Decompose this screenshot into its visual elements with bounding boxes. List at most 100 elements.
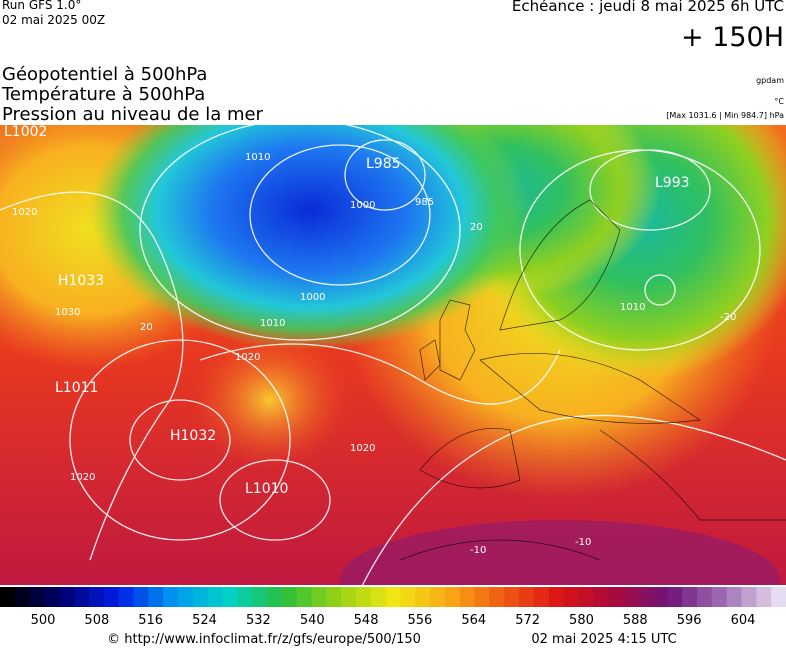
colorbar-swatch	[504, 587, 520, 607]
colorbar-swatch	[726, 587, 743, 607]
colorbar-label: 540	[300, 613, 325, 628]
map-label: L1002	[4, 124, 47, 140]
map-label: -20	[720, 312, 736, 323]
map	[0, 125, 786, 585]
colorbar-swatch	[652, 587, 668, 607]
colorbar-swatch	[682, 587, 698, 607]
colorbar-swatch	[474, 587, 490, 607]
run-time: 02 mai 2025 4:15 UTC	[531, 632, 676, 647]
map-label: -10	[470, 545, 486, 556]
map-label: 1020	[12, 207, 37, 218]
colorbar-swatch	[252, 587, 268, 607]
run-date: 02 mai 2025 00Z	[2, 13, 105, 27]
map-label: 1020	[235, 352, 260, 363]
colorbar-label: 604	[731, 613, 756, 628]
map-label: 1010	[245, 152, 270, 163]
map-label: H1033	[58, 273, 104, 289]
colorbar-label: 564	[461, 613, 486, 628]
map-label: L993	[655, 175, 690, 191]
map-label: 1010	[620, 302, 645, 313]
colorbar-swatch	[385, 587, 401, 607]
unit: °C	[774, 97, 784, 106]
colorbar-label: 548	[354, 613, 379, 628]
colorbar-swatch	[489, 587, 505, 607]
colorbar-swatch	[711, 587, 728, 607]
field: Température à 500hPa	[1, 84, 205, 105]
map-label: 1010	[260, 318, 285, 329]
unit: gpdam	[756, 76, 784, 85]
colorbar-swatch	[459, 587, 476, 607]
colorbar-label: 532	[246, 613, 271, 628]
colorbar-swatch	[341, 587, 357, 607]
colorbar-swatch	[622, 587, 639, 607]
colorbar-swatch	[430, 587, 446, 607]
map-label: 1000	[300, 292, 325, 303]
colorbar-swatch	[415, 587, 431, 607]
colorbar-label: 588	[623, 613, 648, 628]
map-label: 1020	[350, 443, 375, 454]
colorbar-swatch	[311, 587, 327, 607]
colorbar-swatch	[177, 587, 194, 607]
colorbar-label: 524	[192, 613, 217, 628]
echeance: Echéance : jeudi 8 mai 2025 6h UTC	[512, 0, 784, 15]
colorbar-swatch	[0, 587, 16, 607]
field: Géopotentiel à 500hPa	[2, 64, 207, 85]
colorbar-swatch	[14, 587, 31, 607]
map-label: L985	[366, 156, 401, 172]
colorbar-swatch	[667, 587, 683, 607]
colorbar-swatch	[133, 587, 149, 607]
map-label: L1011	[55, 380, 98, 396]
colorbar-swatch	[741, 587, 757, 607]
map-label: 1000	[350, 200, 375, 211]
colorbar-swatch	[548, 587, 565, 607]
colorbar-swatch	[74, 587, 90, 607]
colorbar-label: 572	[515, 613, 540, 628]
colorbar-swatch	[222, 587, 238, 607]
map-label: L1010	[245, 481, 288, 497]
colorbar-swatch	[266, 587, 283, 607]
colorbar-label: 508	[84, 613, 109, 628]
colorbar-swatch	[578, 587, 594, 607]
colorbar-swatch	[563, 587, 579, 607]
map-label: 20	[470, 222, 483, 233]
colorbar-swatch	[326, 587, 342, 607]
colorbar-swatch	[44, 587, 60, 607]
colorbar-swatch	[88, 587, 105, 607]
map-label: 1020	[70, 472, 95, 483]
colorbar-swatch	[237, 587, 253, 607]
field: Pression au niveau de la mer	[2, 104, 264, 125]
colorbar-swatch	[637, 587, 654, 607]
colorbar-swatch	[697, 587, 713, 607]
colorbar-swatch	[370, 587, 387, 607]
colorbar-swatch	[400, 587, 416, 607]
map-label: 985	[415, 197, 434, 208]
colorbar-swatch	[296, 587, 312, 607]
colorbar-swatch	[29, 587, 45, 607]
colorbar-swatch	[355, 587, 372, 607]
lead-time: + 150H	[681, 22, 784, 53]
run: Run GFS 1.0°	[2, 0, 81, 12]
map-label: H1032	[170, 428, 216, 444]
colorbar-label: 556	[408, 613, 433, 628]
colorbar-swatch	[118, 587, 134, 607]
source: © http://www.infoclimat.fr/z/gfs/europe/…	[107, 632, 421, 647]
colorbar-swatch	[207, 587, 223, 607]
colorbar-swatch	[593, 587, 609, 607]
colorbar-swatch	[608, 587, 624, 607]
colorbar-swatch	[281, 587, 298, 607]
colorbar-swatch	[444, 587, 461, 607]
colorbar-swatch	[163, 587, 179, 607]
colorbar-swatch	[756, 587, 772, 607]
map-label: 1030	[55, 307, 80, 318]
colorbar-swatch	[519, 587, 535, 607]
colorbar-swatch	[771, 587, 786, 607]
colorbar-label: 516	[138, 613, 163, 628]
colorbar-swatch	[533, 587, 550, 607]
colorbar-swatch	[103, 587, 120, 607]
colorbar-label: 580	[569, 613, 594, 628]
colorbar-swatch	[59, 587, 75, 607]
map-label: -10	[575, 537, 591, 548]
colorbar-label: 596	[677, 613, 702, 628]
map-label: 20	[140, 322, 153, 333]
